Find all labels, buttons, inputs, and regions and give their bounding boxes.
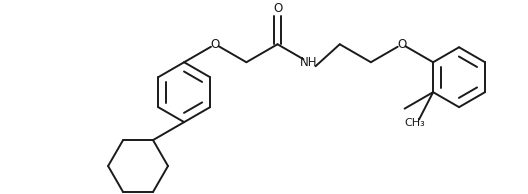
Text: CH₃: CH₃ (405, 118, 426, 128)
Text: O: O (273, 2, 282, 15)
Text: O: O (398, 38, 407, 51)
Text: NH: NH (300, 56, 317, 69)
Text: O: O (211, 38, 220, 51)
